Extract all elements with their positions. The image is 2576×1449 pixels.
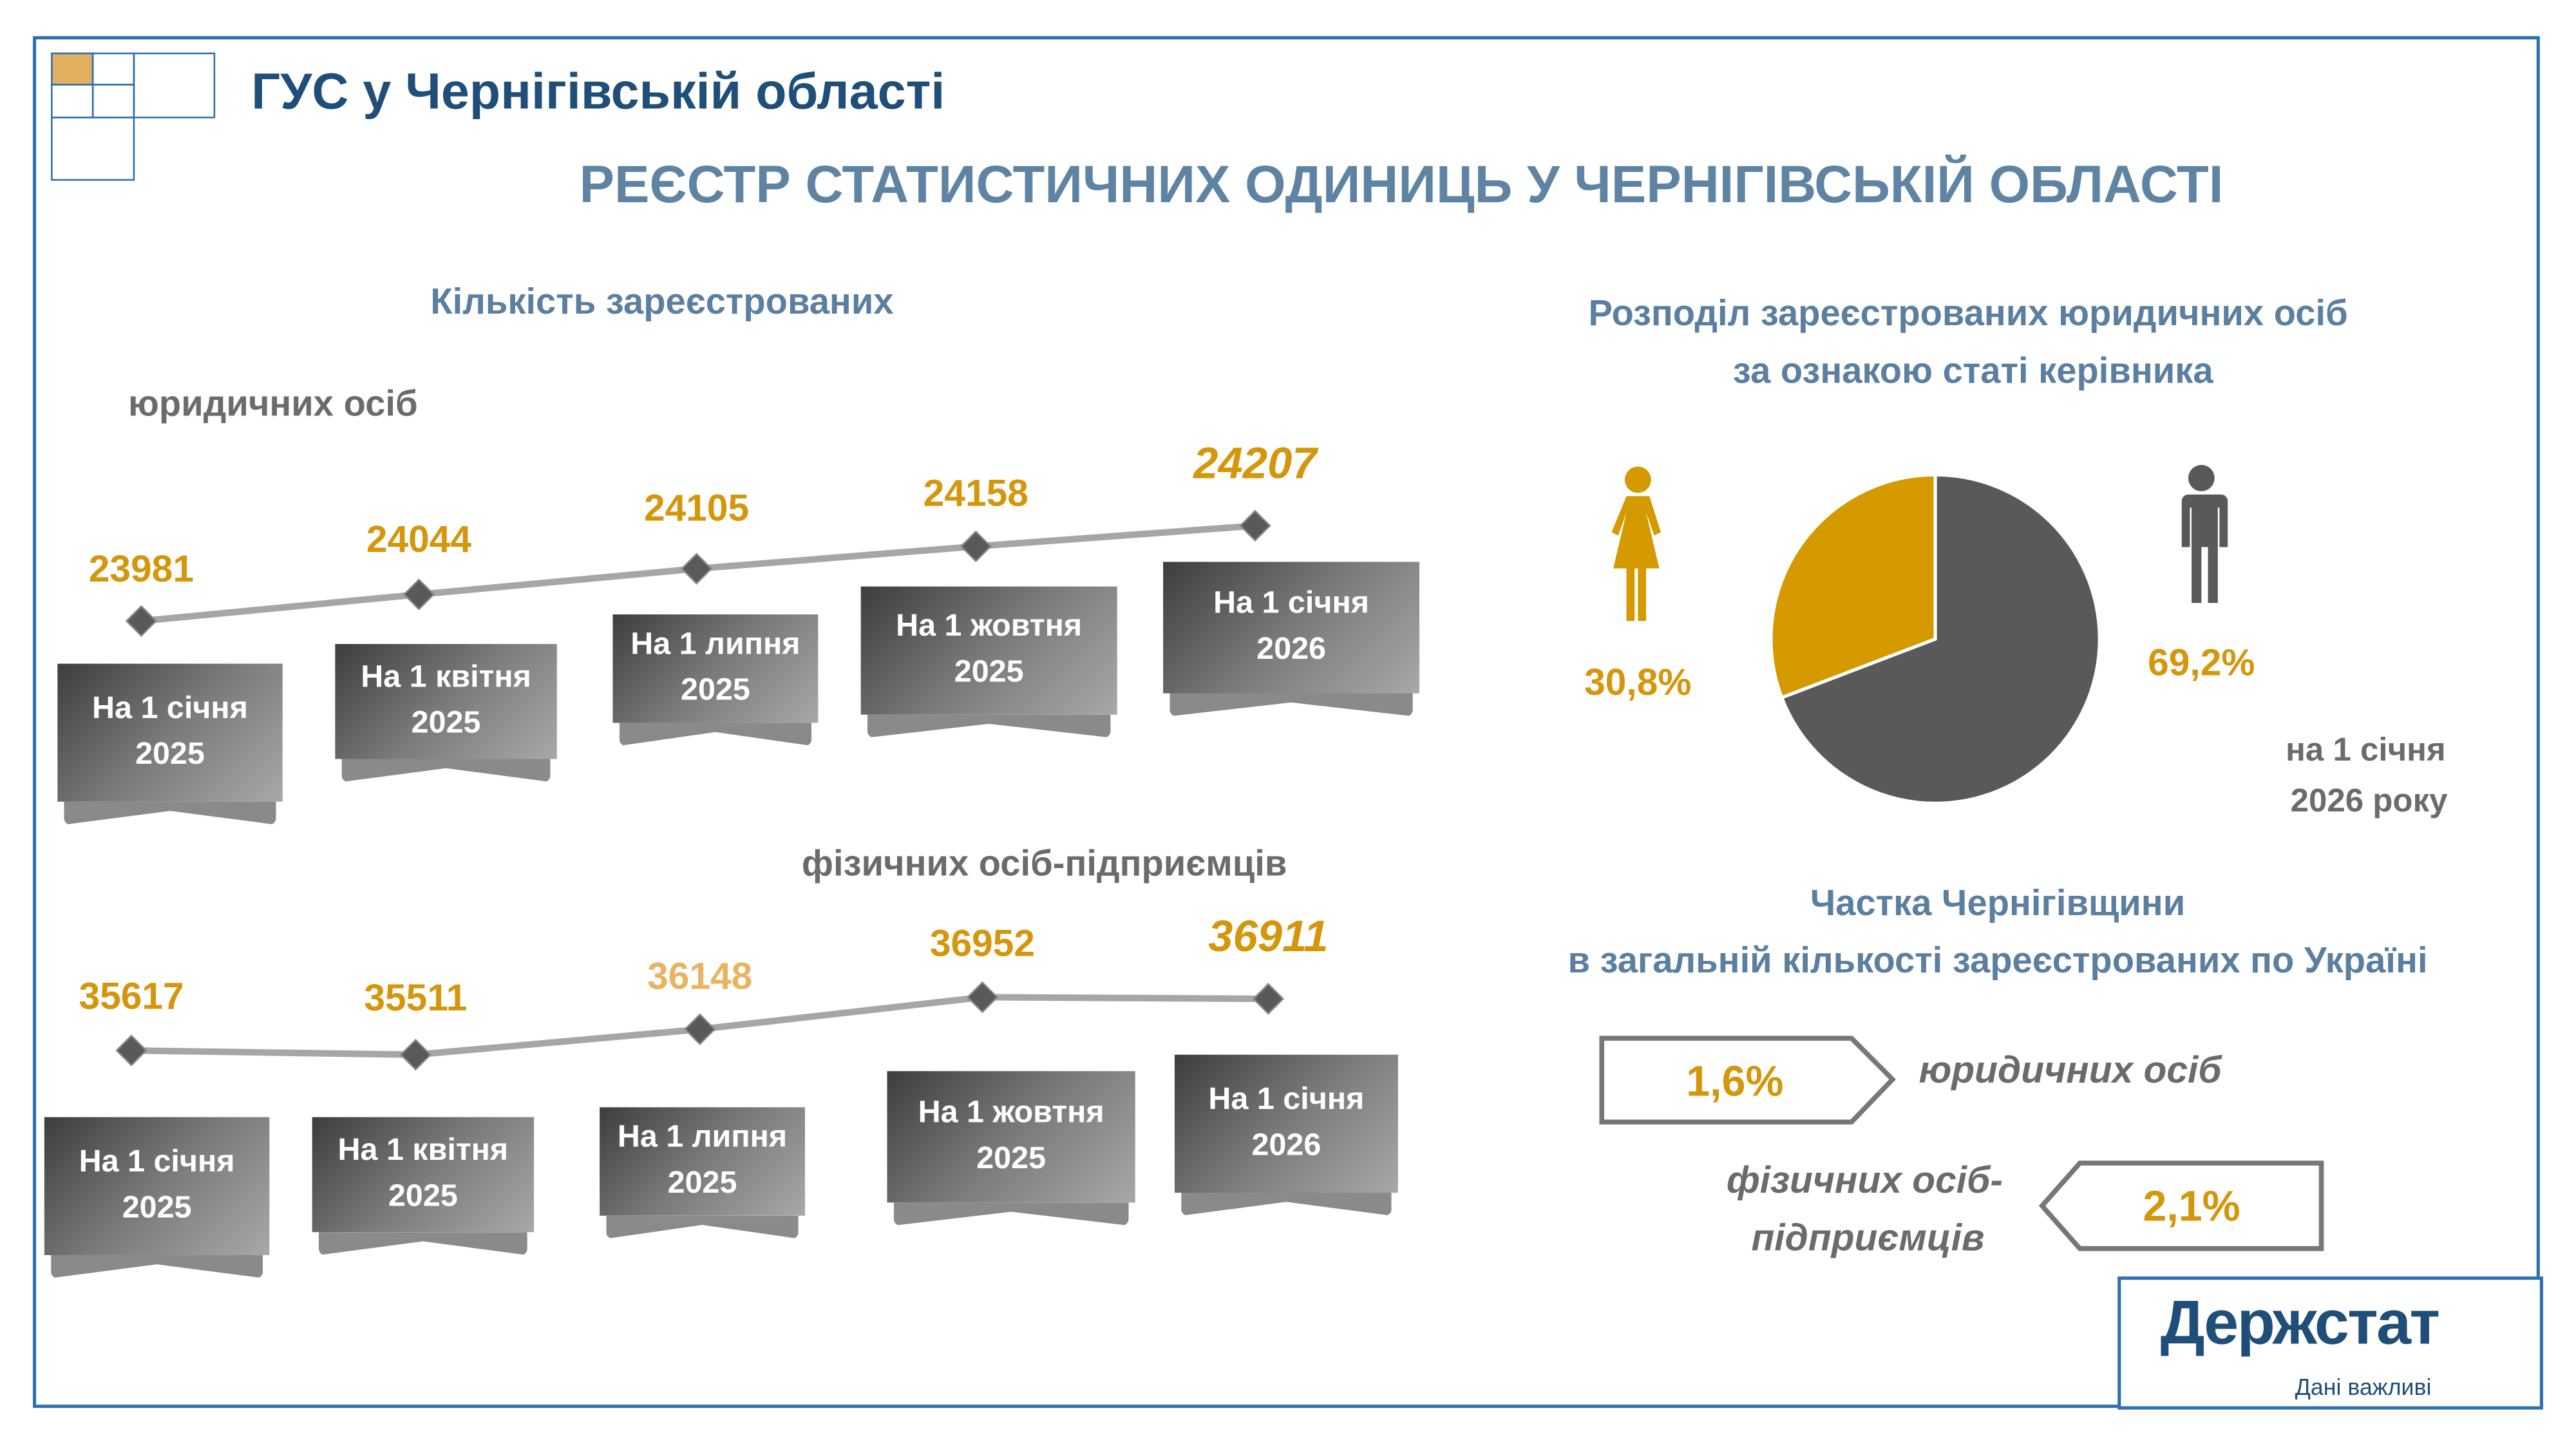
value-label: 35511 bbox=[364, 976, 468, 1019]
data-point bbox=[966, 981, 999, 1014]
date-box-text: На 1 липня bbox=[630, 627, 800, 663]
women-share-label: 30,8% bbox=[1584, 660, 1692, 703]
value-label: 36952 bbox=[929, 922, 1036, 965]
man-icon bbox=[2181, 464, 2228, 603]
date-box-text: На 1 квітня bbox=[361, 660, 531, 696]
date-box-text: На 1 липня bbox=[617, 1120, 788, 1155]
date-box: На 1 квітня 2025 bbox=[312, 1117, 535, 1233]
data-point bbox=[1252, 983, 1285, 1015]
men-share-label: 69,2% bbox=[2148, 640, 2255, 684]
value-label: 24044 bbox=[366, 517, 472, 560]
date-box-text: 2025 bbox=[411, 706, 481, 741]
pie-date-line2: 2026 року bbox=[2290, 783, 2448, 820]
logo-tagline: Дані важливі bbox=[2295, 1373, 2432, 1400]
fop-share-arrow bbox=[2038, 1160, 2324, 1251]
data-point bbox=[680, 553, 713, 585]
data-point bbox=[115, 1034, 147, 1066]
fop-share-value: 2,1% bbox=[2143, 1181, 2240, 1231]
main-title: РЕЄСТР СТАТИСТИЧНИХ ОДИНИЦЬ У ЧЕРНІГІВСЬ… bbox=[579, 154, 2224, 214]
pie-title-line2: за ознакою статі керівника bbox=[1732, 350, 2213, 392]
date-box-text: На 1 січня bbox=[1213, 586, 1370, 621]
derzhstat-logo: Держстат Дані важливі bbox=[2117, 1276, 2543, 1410]
page-frame bbox=[33, 36, 2540, 1408]
value-label: 35617 bbox=[79, 974, 184, 1018]
legal-share-value: 1,6% bbox=[1686, 1056, 1784, 1106]
date-box-text: 2025 bbox=[667, 1166, 737, 1201]
share-title-line2: в загальній кількості зареєстрованих по … bbox=[1567, 940, 2428, 981]
date-box: На 1 січня 2025 bbox=[44, 1117, 270, 1255]
data-point bbox=[1239, 509, 1271, 542]
date-box: На 1 січня 2026 bbox=[1163, 562, 1420, 694]
legal-share-label: юридичних осіб bbox=[1918, 1048, 2222, 1091]
fop-label: фізичних осіб-підприємців bbox=[801, 842, 1287, 884]
logo-name: Держстат bbox=[2160, 1289, 2440, 1359]
date-box-text: На 1 жовтня bbox=[896, 609, 1083, 644]
data-point bbox=[125, 605, 158, 638]
value-label: 24105 bbox=[644, 486, 750, 529]
date-box: На 1 січня 2025 bbox=[57, 663, 283, 802]
date-box-text: 2025 bbox=[976, 1141, 1046, 1177]
org-title: ГУС у Чернігівській області bbox=[251, 62, 945, 120]
fop-share-label-line1: фізичних осіб- bbox=[1726, 1158, 2003, 1201]
pie-slice-men bbox=[1779, 473, 2101, 805]
value-label: 36911 bbox=[1208, 911, 1329, 961]
date-box-text: 2026 bbox=[1251, 1128, 1321, 1164]
legal-share-arrow bbox=[1599, 1036, 1897, 1125]
date-box-text: На 1 жовтня bbox=[918, 1095, 1104, 1131]
pie-title-line1: Розподіл зареєстрованих юридичних осіб bbox=[1588, 292, 2348, 334]
date-box: На 1 жовтня 2025 bbox=[860, 586, 1117, 715]
date-box-text: На 1 січня bbox=[92, 691, 249, 726]
date-box-text: 2025 bbox=[135, 737, 205, 772]
date-box: На 1 липня 2025 bbox=[600, 1107, 805, 1216]
date-box-text: На 1 січня bbox=[1208, 1083, 1365, 1117]
pie-slice-women bbox=[1769, 473, 1937, 700]
value-label: 36148 bbox=[647, 953, 753, 997]
share-title-line1: Частка Чернігівщини bbox=[1810, 882, 2186, 923]
date-box-text: 2025 bbox=[388, 1179, 458, 1215]
date-box: На 1 липня 2025 bbox=[612, 614, 819, 723]
date-box-text: На 1 січня bbox=[79, 1145, 235, 1180]
value-label: 24207 bbox=[1193, 439, 1317, 488]
date-box-text: На 1 квітня bbox=[337, 1133, 509, 1168]
date-box: На 1 січня 2026 bbox=[1174, 1054, 1398, 1193]
data-point bbox=[402, 578, 435, 611]
woman-icon bbox=[1611, 466, 1662, 621]
data-point bbox=[960, 530, 992, 563]
value-label: 23981 bbox=[88, 547, 194, 590]
date-box-text: 2025 bbox=[954, 655, 1024, 690]
date-box: На 1 квітня 2025 bbox=[335, 643, 557, 759]
data-point bbox=[683, 1013, 716, 1046]
pie-date-line1: на 1 січня bbox=[2286, 732, 2446, 769]
data-point bbox=[399, 1038, 432, 1071]
fop-share-label-line2: підприємців bbox=[1751, 1215, 1985, 1259]
value-label: 24158 bbox=[923, 471, 1028, 514]
date-box: На 1 жовтня 2025 bbox=[887, 1071, 1135, 1203]
date-box-text: 2026 bbox=[1256, 632, 1327, 667]
date-box-text: 2025 bbox=[122, 1191, 192, 1226]
legal-label: юридичних осіб bbox=[128, 383, 418, 424]
left-heading: Кількість зареєстрованих bbox=[430, 281, 894, 322]
date-box-text: 2025 bbox=[681, 673, 750, 708]
